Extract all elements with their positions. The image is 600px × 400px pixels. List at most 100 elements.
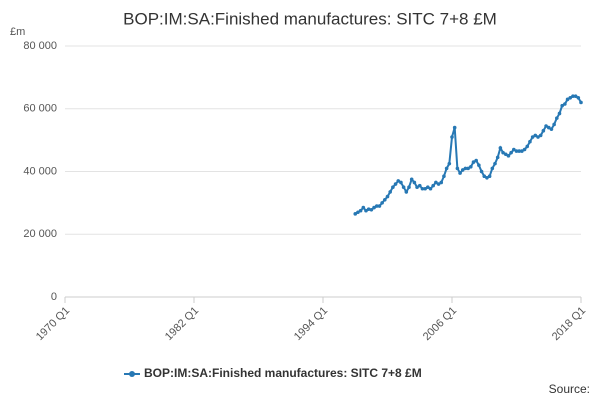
point — [463, 166, 468, 171]
x-tick-label: 2006 Q1 — [421, 305, 459, 343]
point — [485, 175, 489, 180]
point — [506, 154, 511, 158]
point — [372, 205, 376, 210]
point — [525, 144, 530, 149]
point — [420, 186, 425, 191]
y-tick-label: 40 000 — [23, 165, 57, 177]
point — [423, 186, 427, 191]
point — [571, 94, 575, 98]
point — [452, 125, 457, 130]
point — [512, 147, 516, 152]
point — [487, 174, 492, 179]
point — [460, 168, 465, 172]
point — [568, 95, 573, 100]
point — [509, 150, 513, 155]
point — [560, 103, 564, 108]
point — [501, 150, 505, 155]
point — [450, 135, 454, 139]
point — [434, 180, 438, 185]
y-axis-label: £m — [10, 26, 25, 38]
point — [573, 94, 578, 98]
point — [477, 163, 481, 168]
point — [469, 164, 473, 169]
point — [557, 111, 562, 116]
point — [374, 204, 379, 208]
point — [388, 190, 392, 194]
point — [366, 207, 371, 211]
point — [493, 161, 497, 166]
legend-label: BOP:IM:SA:Finished manufactures: SITC 7+… — [144, 366, 422, 380]
point — [466, 166, 470, 171]
y-tick-label: 80 000 — [23, 40, 57, 52]
point — [404, 190, 409, 194]
point — [412, 180, 417, 185]
point — [399, 180, 403, 185]
point — [549, 127, 554, 131]
point — [544, 124, 548, 128]
point — [358, 208, 363, 213]
y-tick-label: 0 — [51, 291, 57, 303]
point — [522, 147, 527, 152]
point — [552, 122, 556, 127]
point — [546, 125, 551, 130]
point — [391, 185, 395, 189]
point — [474, 158, 478, 163]
y-tick-label: 20 000 — [23, 228, 57, 240]
point — [563, 102, 567, 106]
point — [442, 174, 446, 179]
point — [565, 97, 570, 102]
y-tick-label: 60 000 — [23, 103, 57, 115]
point — [538, 133, 543, 138]
point — [407, 185, 411, 189]
point — [364, 208, 368, 213]
point — [458, 171, 462, 175]
point — [555, 116, 559, 120]
point — [576, 95, 581, 100]
point — [428, 186, 433, 191]
point — [409, 177, 414, 182]
point — [444, 166, 449, 171]
source: Source: — [549, 382, 590, 396]
point — [377, 204, 382, 208]
point — [517, 149, 521, 153]
x-tick-label: 2018 Q1 — [550, 305, 588, 343]
point — [471, 160, 476, 164]
point — [579, 100, 583, 105]
point — [369, 207, 374, 212]
point — [393, 182, 398, 186]
point — [385, 194, 390, 199]
point — [490, 166, 495, 171]
point — [528, 139, 532, 144]
x-tick-label: 1994 Q1 — [292, 305, 330, 343]
point — [436, 182, 441, 186]
point — [479, 169, 484, 174]
point — [503, 152, 508, 157]
point — [383, 197, 387, 202]
point — [356, 210, 360, 215]
point — [415, 185, 419, 189]
point — [401, 185, 406, 189]
point — [431, 183, 435, 188]
point — [447, 161, 452, 166]
point — [439, 180, 444, 185]
point — [380, 201, 384, 205]
point — [541, 128, 546, 133]
point — [536, 135, 540, 139]
point — [495, 155, 500, 160]
point — [530, 135, 535, 139]
x-tick-label: 1970 Q1 — [34, 305, 72, 343]
point — [533, 133, 538, 138]
chart-title: BOP:IM:SA:Finished manufactures: SITC 7+… — [123, 9, 497, 28]
x-tick-label: 1982 Q1 — [163, 305, 201, 343]
point — [520, 149, 524, 153]
point — [396, 179, 401, 183]
legend-marker — [129, 371, 135, 377]
point — [361, 205, 366, 210]
point — [455, 166, 460, 171]
point — [426, 185, 430, 189]
point — [353, 212, 358, 216]
point — [498, 146, 503, 150]
point — [417, 183, 422, 188]
point — [514, 149, 519, 153]
